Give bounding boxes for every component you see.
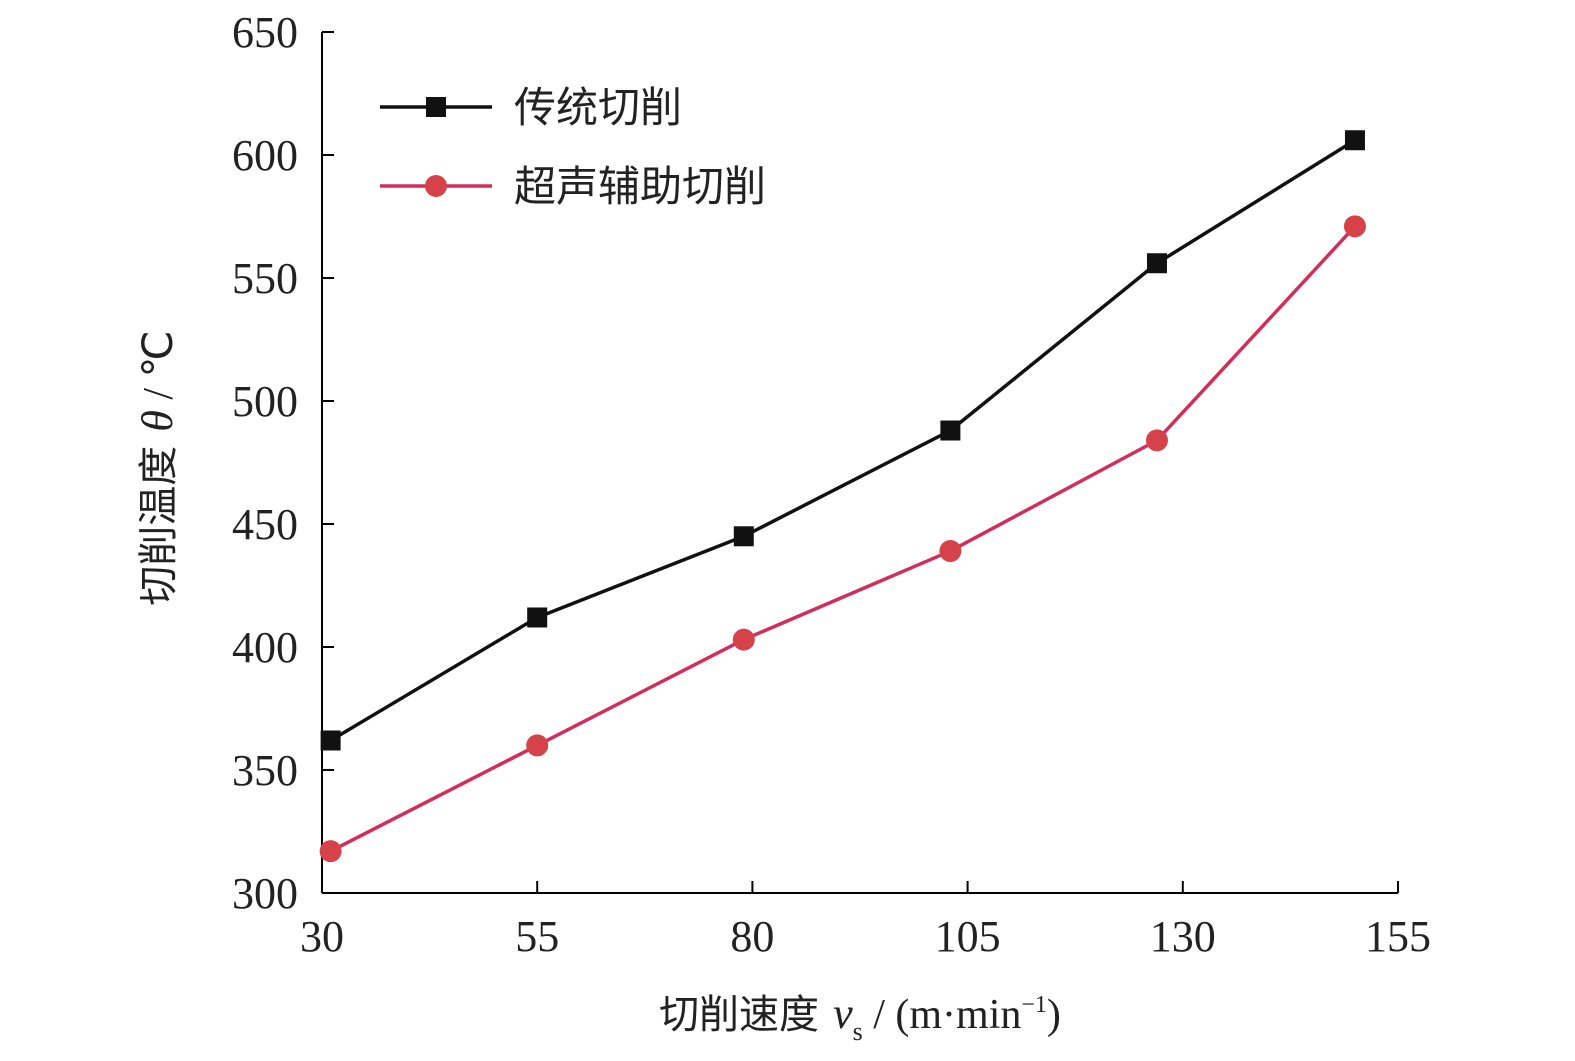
data-point-square xyxy=(527,607,548,628)
x-tick-label: 130 xyxy=(1150,912,1216,961)
y-tick-label: 650 xyxy=(232,8,298,57)
y-axis-title: 切削温度 θ / ℃ xyxy=(133,330,182,605)
data-point-circle xyxy=(1145,429,1168,452)
legend-marker-square xyxy=(426,97,446,117)
x-axis-title-text: 切削速度 xyxy=(659,992,819,1038)
series-2 xyxy=(319,215,1366,863)
x-axis-variable-subscript: s xyxy=(853,1017,863,1046)
ticks: 300 350 400 450 500 550 600 650 30 55 80 105 130 155 xyxy=(232,8,1431,961)
x-axis-unit-superscript: −1 xyxy=(1021,992,1047,1018)
x-axis-unit: / (m·min xyxy=(863,992,1022,1038)
legend-marker-circle xyxy=(425,175,447,197)
axis-titles: 切削速度 vs / (m·min−1) 切削温度 θ / ℃ xyxy=(133,330,1061,1046)
data-point-circle xyxy=(732,628,755,651)
x-axis-title: 切削速度 vs / (m·min−1) xyxy=(659,989,1061,1046)
x-axis-unit-close: ) xyxy=(1047,992,1061,1038)
y-tick-label: 550 xyxy=(232,254,298,303)
data-point-square xyxy=(733,526,754,547)
x-tick-label: 80 xyxy=(730,912,774,961)
y-tick-label: 600 xyxy=(232,131,298,180)
y-tick-label: 300 xyxy=(232,869,298,918)
x-tick-label: 155 xyxy=(1365,912,1431,961)
data-point-circle xyxy=(939,540,962,563)
series-line xyxy=(329,225,1357,853)
axes xyxy=(321,32,1398,894)
data-point-circle xyxy=(319,840,342,863)
x-tick-label: 105 xyxy=(935,912,1001,961)
data-point-square xyxy=(940,420,961,441)
x-tick-label: 55 xyxy=(515,912,559,961)
y-tick-label: 450 xyxy=(232,500,298,549)
x-axis-variable: v xyxy=(833,989,853,1038)
legend-label: 传统切削 xyxy=(514,83,682,132)
y-tick-label: 500 xyxy=(232,377,298,426)
series-1 xyxy=(320,130,1365,751)
y-tick-label: 400 xyxy=(232,623,298,672)
x-tick-label: 30 xyxy=(300,912,344,961)
y-tick-label: 350 xyxy=(232,746,298,795)
data-point-circle xyxy=(1343,215,1366,238)
y-axis-variable: θ xyxy=(133,410,182,432)
legend-label: 超声辅助切削 xyxy=(514,162,766,211)
data-point-square xyxy=(1344,130,1365,151)
y-axis-title-text: 切削温度 xyxy=(136,446,182,606)
y-axis-unit: / ℃ xyxy=(136,330,182,410)
series-group xyxy=(319,130,1366,863)
data-point-square xyxy=(320,730,341,751)
series-line xyxy=(329,138,1356,742)
data-point-square xyxy=(1146,253,1167,274)
data-point-circle xyxy=(526,734,549,757)
